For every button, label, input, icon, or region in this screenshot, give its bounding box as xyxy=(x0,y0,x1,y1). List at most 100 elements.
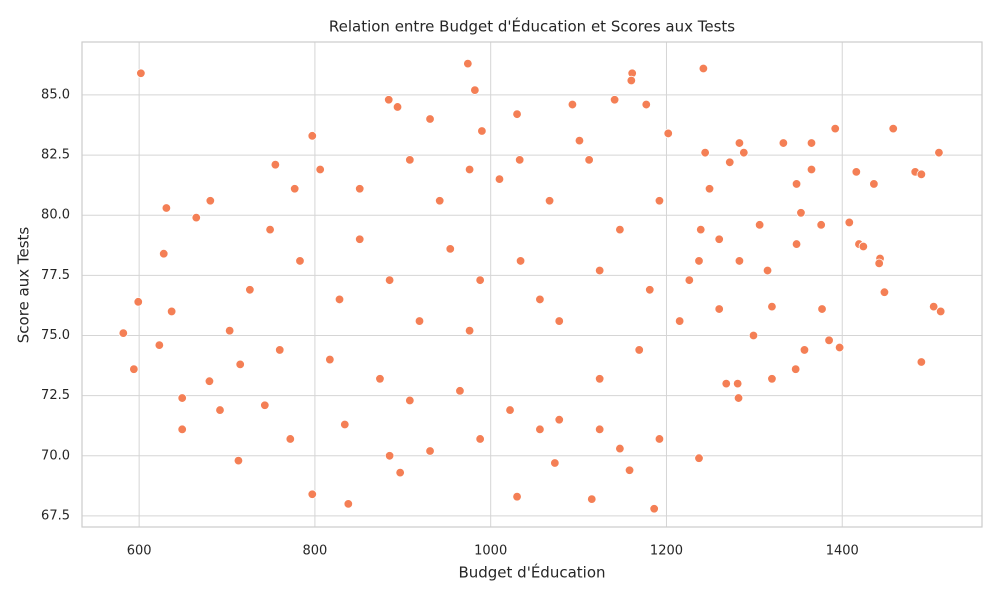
point xyxy=(505,405,515,415)
point xyxy=(384,95,394,105)
point xyxy=(594,374,605,384)
point xyxy=(554,316,564,326)
point xyxy=(343,499,354,509)
point xyxy=(161,203,172,213)
point xyxy=(654,434,665,444)
point xyxy=(609,95,620,105)
point xyxy=(748,330,759,341)
point xyxy=(567,99,578,110)
point xyxy=(796,208,806,218)
point xyxy=(307,489,317,499)
point xyxy=(334,294,345,305)
x-tick-label: 1400 xyxy=(826,544,859,559)
y-axis-label: Score aux Tests xyxy=(15,227,33,344)
point xyxy=(414,316,425,326)
x-axis-label: Budget d'Éducation xyxy=(458,563,605,582)
point xyxy=(307,131,317,141)
point xyxy=(260,400,270,410)
point xyxy=(235,359,245,370)
point xyxy=(916,357,927,367)
y-tick-label: 80.0 xyxy=(41,208,70,223)
point xyxy=(767,301,777,312)
y-tick-label: 82.5 xyxy=(41,148,70,163)
point xyxy=(435,196,445,206)
point xyxy=(464,164,475,175)
point xyxy=(694,256,704,266)
point xyxy=(734,138,745,148)
point xyxy=(626,75,637,86)
point xyxy=(704,184,715,194)
y-tick-label: 85.0 xyxy=(41,87,70,102)
point xyxy=(285,434,296,444)
y-tick-label: 75.0 xyxy=(41,328,70,343)
point xyxy=(289,184,300,194)
point xyxy=(425,114,435,124)
point xyxy=(624,465,635,475)
point xyxy=(191,212,201,223)
point xyxy=(270,159,281,170)
point xyxy=(663,128,673,139)
point xyxy=(732,378,743,389)
y-tick-label: 72.5 xyxy=(41,388,70,403)
y-tick-label: 70.0 xyxy=(41,448,70,463)
point xyxy=(245,285,255,295)
point xyxy=(463,58,473,69)
point xyxy=(615,224,625,235)
point xyxy=(554,415,564,425)
point xyxy=(696,224,706,235)
point xyxy=(384,451,395,461)
point xyxy=(133,297,143,307)
point xyxy=(641,99,651,110)
point xyxy=(550,458,560,468)
point xyxy=(129,364,139,374)
point xyxy=(355,184,365,194)
point xyxy=(879,287,890,297)
point xyxy=(721,378,731,389)
point xyxy=(684,275,695,285)
point xyxy=(824,335,834,346)
point xyxy=(767,374,777,384)
point xyxy=(594,265,605,276)
point xyxy=(154,340,165,350)
point xyxy=(136,68,146,78)
plot-frame xyxy=(81,41,983,528)
point xyxy=(725,157,735,167)
point xyxy=(649,504,659,514)
y-tick-label: 67.5 xyxy=(41,508,70,523)
point xyxy=(817,304,827,314)
point xyxy=(475,434,485,444)
point xyxy=(535,294,545,305)
point xyxy=(159,249,169,259)
point xyxy=(935,306,946,317)
point xyxy=(754,220,765,230)
point xyxy=(512,109,522,119)
point xyxy=(512,491,522,502)
point xyxy=(475,275,485,285)
x-tick-label: 600 xyxy=(127,544,152,559)
point xyxy=(594,424,605,435)
point xyxy=(851,167,862,177)
point xyxy=(762,265,773,276)
point xyxy=(574,135,585,146)
point xyxy=(166,306,177,317)
point xyxy=(834,342,845,353)
point xyxy=(806,164,817,175)
point xyxy=(733,393,744,403)
point xyxy=(615,443,625,454)
point xyxy=(869,179,879,189)
point xyxy=(535,424,545,435)
point xyxy=(634,345,644,355)
x-tick-label: 800 xyxy=(302,544,327,559)
point xyxy=(844,217,854,228)
point xyxy=(224,325,235,336)
point xyxy=(874,258,884,269)
point xyxy=(375,374,385,384)
point xyxy=(470,85,480,95)
point xyxy=(464,325,475,336)
point xyxy=(888,123,898,134)
x-tick-label: 1200 xyxy=(650,544,683,559)
point xyxy=(215,405,225,415)
point xyxy=(355,234,365,244)
